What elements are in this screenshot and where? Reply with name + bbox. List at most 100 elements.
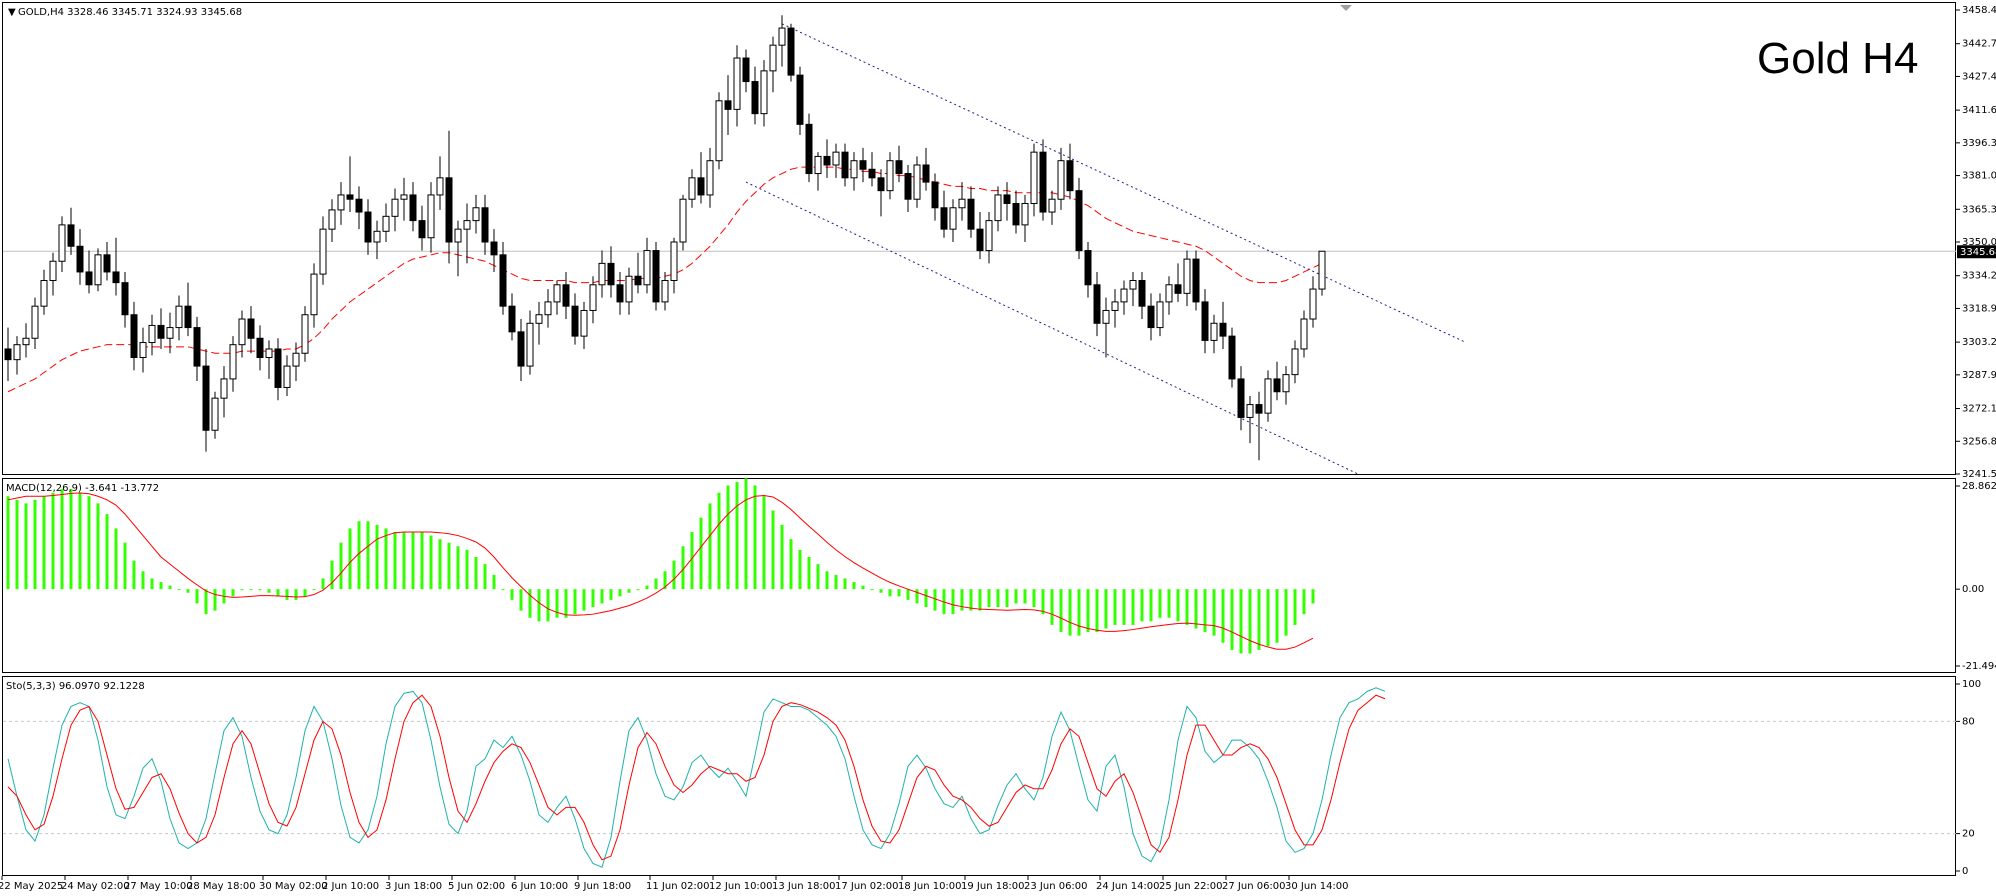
candle-body-bull <box>769 44 777 72</box>
macd-bar <box>420 531 424 590</box>
candle <box>472 194 480 234</box>
candle <box>769 36 777 93</box>
candle <box>1111 289 1119 328</box>
macd-bar <box>618 589 622 597</box>
macd-bar <box>1068 589 1072 636</box>
price-tick-label: 3256.85 <box>1962 436 1996 447</box>
candle-body-bear <box>103 254 111 273</box>
price-tick-label: 3427.40 <box>1962 71 1996 82</box>
candle-body-bull <box>238 318 246 346</box>
candle-body-bull <box>688 177 696 200</box>
macd-bar <box>636 589 640 591</box>
stoch-tick-label: 20 <box>1962 829 1975 840</box>
macd-bar <box>1266 589 1270 647</box>
macd-bar <box>816 564 820 590</box>
candle <box>553 280 561 315</box>
macd-bar <box>1140 589 1144 622</box>
candle <box>886 152 894 200</box>
candle-body-bear <box>508 305 516 333</box>
candle-body-bull <box>436 177 444 196</box>
candle-body-bull <box>733 57 741 110</box>
candle-body-bull <box>598 262 606 286</box>
stoch-signal-polyline <box>7 694 1386 861</box>
candle <box>1309 276 1317 328</box>
candle <box>742 49 750 93</box>
macd-bar <box>1311 589 1315 604</box>
candle-body-bear <box>1039 151 1047 213</box>
candle-body-bull <box>427 194 435 239</box>
stoch-main-polyline <box>7 687 1386 868</box>
candle <box>22 323 30 358</box>
candle-body-bull <box>1309 288 1317 320</box>
macd-bar <box>276 589 280 597</box>
candle-body-bull <box>625 275 633 303</box>
macd-bar <box>231 589 235 597</box>
candle-body-bear <box>859 160 867 170</box>
candle-body-bull <box>679 198 687 243</box>
candle-body-bear <box>247 318 255 339</box>
candle-body-bear <box>922 164 930 183</box>
candle <box>319 216 327 285</box>
macd-bar <box>564 589 568 618</box>
candle <box>958 182 966 221</box>
candle-body-bull <box>454 228 462 243</box>
macd-bar <box>1050 589 1054 625</box>
candle <box>1273 361 1281 401</box>
macd-signal-polyline <box>7 492 1314 650</box>
candle <box>904 164 912 213</box>
stoch-tick-label: 100 <box>1962 679 1981 690</box>
candle-body-bull <box>49 260 57 282</box>
macd-bar <box>834 574 838 590</box>
macd-bar <box>807 556 811 590</box>
candle <box>1237 366 1245 431</box>
macd-bar <box>654 578 658 590</box>
candle <box>832 143 840 178</box>
candle-body-bear <box>67 224 75 247</box>
candle <box>103 242 111 281</box>
macd-bar <box>1014 589 1018 604</box>
time-tick-label: 18 Jun 10:00 <box>898 881 962 892</box>
candle <box>805 113 813 183</box>
macd-bar <box>951 589 955 615</box>
candle-body-bull <box>265 348 273 359</box>
price-pane-menu-icon[interactable]: ▼ <box>8 7 16 18</box>
macd-bar <box>1167 589 1171 618</box>
candle-body-bull <box>1318 250 1326 290</box>
candle-body-bull <box>13 344 21 361</box>
candle <box>148 314 156 356</box>
macd-bar <box>366 521 370 590</box>
candle-body-bear <box>517 331 525 367</box>
candle-body-bear <box>1228 335 1236 380</box>
macd-bar <box>267 589 271 593</box>
candle <box>157 308 165 349</box>
candle-body-bear <box>805 123 813 175</box>
candle-body-bull <box>1111 301 1119 311</box>
candle-body-bear <box>1093 284 1101 324</box>
macd-bar <box>483 564 487 590</box>
candle-body-bull <box>913 164 921 200</box>
macd-bar <box>1149 589 1153 622</box>
candle-body-bull <box>1246 404 1254 418</box>
candle-body-bear <box>202 365 210 431</box>
macd-bar <box>915 589 919 604</box>
macd-bar <box>735 481 739 590</box>
candle <box>31 297 39 349</box>
candle-body-bear <box>823 155 831 166</box>
candle-body-bull <box>1282 374 1290 393</box>
macd-bar <box>447 542 451 590</box>
candle-body-bear <box>1174 284 1182 294</box>
macd-tick-label: 28.862 <box>1962 481 1996 492</box>
macd-bar <box>114 528 118 590</box>
candle <box>58 216 66 272</box>
macd-bar <box>321 578 325 590</box>
macd-bar <box>924 589 928 608</box>
stochastic-y-axis: 100 80 20 0 <box>1956 679 1981 877</box>
candle-body-bull <box>1165 284 1173 303</box>
shift-marker-icon[interactable] <box>1340 5 1352 11</box>
macd-bar <box>870 589 874 591</box>
candle <box>121 271 129 328</box>
candle-body-bull <box>958 198 966 209</box>
candle <box>112 237 120 296</box>
macd-bar <box>42 496 46 590</box>
